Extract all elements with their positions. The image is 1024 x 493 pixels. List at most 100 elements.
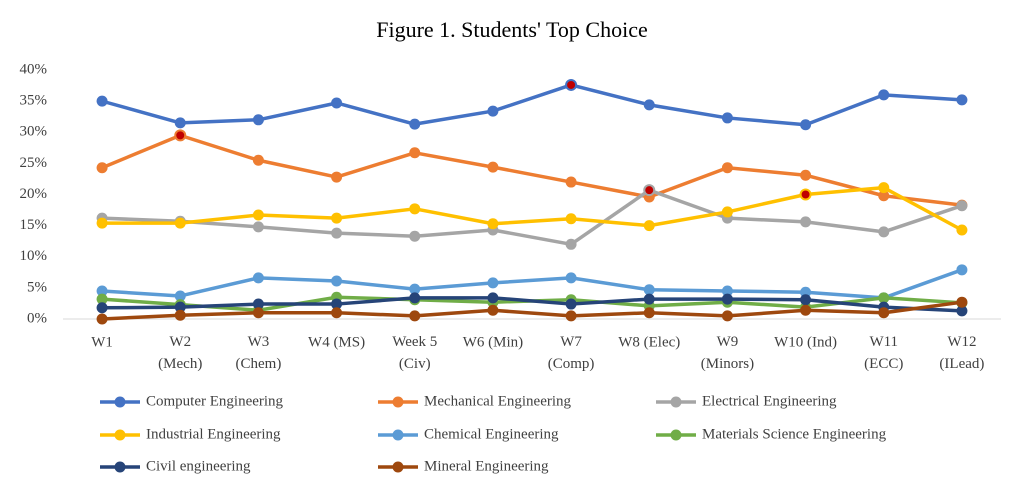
- x-tick-label: W9 (Minors): [701, 334, 754, 372]
- y-tick-label: 5%: [27, 279, 47, 295]
- data-point: [331, 171, 343, 183]
- data-point: [956, 94, 968, 106]
- legend-marker: [392, 396, 404, 408]
- legend-marker: [114, 461, 126, 473]
- data-point: [721, 206, 733, 218]
- data-point: [956, 200, 968, 212]
- data-point: [409, 118, 421, 130]
- data-point: [174, 290, 186, 302]
- data-point: [800, 294, 812, 306]
- data-point: [800, 304, 812, 316]
- data-point: [721, 293, 733, 305]
- data-point: [565, 78, 578, 91]
- y-tick-label: 0%: [27, 310, 47, 326]
- x-tick-label: W1: [91, 334, 113, 350]
- data-point: [252, 298, 264, 310]
- y-tick-label: 30%: [20, 124, 48, 140]
- legend-label: Civil engineering: [146, 458, 251, 474]
- legend-label: Industrial Engineering: [146, 426, 281, 442]
- data-point: [331, 275, 343, 287]
- data-point: [565, 310, 577, 322]
- data-point: [174, 217, 186, 229]
- legend-label: Mineral Engineering: [424, 458, 549, 474]
- data-point: [799, 188, 812, 201]
- data-point: [96, 293, 108, 305]
- data-point: [252, 272, 264, 284]
- data-point: [643, 293, 655, 305]
- data-point: [956, 305, 968, 317]
- data-point: [96, 285, 108, 297]
- x-tick-label: W10 (Ind): [774, 334, 837, 350]
- x-tick-label: W4 (MS): [308, 334, 365, 350]
- series-line: [102, 188, 963, 247]
- legend-label: Computer Engineering: [146, 393, 284, 409]
- data-point: [565, 272, 577, 284]
- legend-label: Mechanical Engineering: [424, 393, 572, 409]
- legend-label: Materials Science Engineering: [702, 426, 887, 442]
- series-line: [101, 300, 963, 321]
- data-point: [565, 176, 577, 188]
- data-point: [331, 97, 343, 109]
- y-tick-label: 40%: [20, 61, 48, 77]
- legend-marker: [670, 429, 682, 441]
- data-point: [643, 284, 655, 296]
- x-tick-label: W12 (ILead): [939, 334, 984, 372]
- data-point: [252, 221, 264, 233]
- data-point: [878, 89, 890, 101]
- y-tick-label: 15%: [20, 217, 48, 233]
- data-point: [878, 292, 890, 304]
- x-tick-label: W8 (Elec): [618, 334, 680, 350]
- data-point: [409, 147, 421, 159]
- data-point: [487, 218, 499, 230]
- data-point: [331, 307, 343, 319]
- data-point: [174, 309, 186, 321]
- legend-label: Electrical Engineering: [702, 393, 837, 409]
- legend-marker: [670, 396, 682, 408]
- data-point: [409, 283, 421, 295]
- data-point: [409, 230, 421, 242]
- series-line: [101, 83, 963, 127]
- data-point: [487, 277, 499, 289]
- x-tick-label: W11 (ECC): [864, 334, 903, 372]
- x-tick-label: W6 (Min): [463, 334, 523, 350]
- data-point: [331, 298, 343, 310]
- data-point: [878, 226, 890, 238]
- data-point: [565, 298, 577, 310]
- legend-marker: [392, 429, 404, 441]
- data-point: [721, 310, 733, 322]
- data-point: [956, 224, 968, 236]
- series-line: [101, 133, 963, 207]
- data-point: [643, 99, 655, 111]
- chart-title: Figure 1. Students' Top Choice: [376, 17, 648, 42]
- legend-marker: [114, 396, 126, 408]
- x-tick-label: W2 (Mech): [158, 334, 202, 372]
- y-tick-label: 20%: [20, 186, 48, 202]
- data-point: [331, 212, 343, 224]
- data-point: [409, 292, 421, 304]
- x-tick-label: Week 5 (Civ): [392, 334, 437, 372]
- data-point: [487, 304, 499, 316]
- data-point: [878, 190, 890, 202]
- x-tick-label: W7 (Comp): [548, 334, 595, 372]
- data-point: [252, 209, 264, 221]
- data-point: [96, 313, 108, 325]
- legend-marker: [114, 429, 126, 441]
- y-tick-label: 10%: [20, 248, 48, 264]
- data-point: [96, 162, 108, 174]
- data-point: [643, 307, 655, 319]
- data-point: [800, 169, 812, 181]
- data-point: [800, 119, 812, 131]
- data-point: [721, 285, 733, 297]
- data-point: [174, 117, 186, 129]
- data-point: [174, 129, 187, 142]
- series-line: [102, 296, 963, 313]
- legend-label: Chemical Engineering: [424, 426, 559, 442]
- data-point: [409, 203, 421, 215]
- data-point: [174, 301, 186, 313]
- data-point: [721, 162, 733, 174]
- data-point: [487, 105, 499, 117]
- y-tick-label: 25%: [20, 155, 48, 171]
- data-point: [252, 154, 264, 166]
